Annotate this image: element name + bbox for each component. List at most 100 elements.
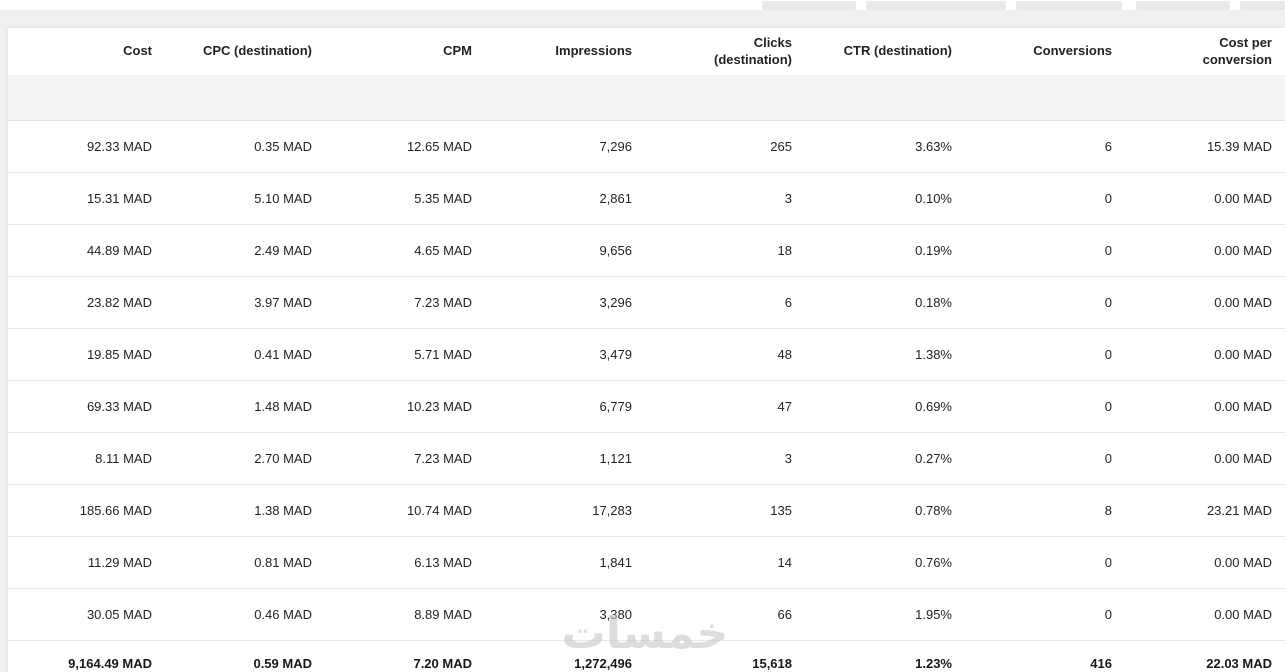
cell: 5.10 MAD xyxy=(168,172,328,225)
cell: 135 xyxy=(648,484,808,537)
total-cell: 1,272,496 xyxy=(488,639,648,672)
cell: 6,779 xyxy=(488,380,648,433)
cell: 0.46 MAD xyxy=(168,588,328,641)
column-header[interactable]: Conversions xyxy=(968,28,1128,75)
total-cell: 22.03 MAD xyxy=(1128,639,1285,672)
cell: 7.23 MAD xyxy=(328,276,488,329)
table-row[interactable]: 15.31 MAD 5.10 MAD 5.35 MAD 2,861 3 0.10% 0 0.0… xyxy=(8,172,1285,225)
cell: 2.70 MAD xyxy=(168,432,328,485)
cell: 0 xyxy=(968,432,1128,485)
cell: 1.38% xyxy=(808,328,968,381)
filter-band-cell xyxy=(488,75,648,121)
table-row[interactable]: 44.89 MAD 2.49 MAD 4.65 MAD 9,656 18 0.19% 0 0.… xyxy=(8,224,1285,277)
cell: 10.23 MAD xyxy=(328,380,488,433)
table-row[interactable]: 11.29 MAD 0.81 MAD 6.13 MAD 1,841 14 0.76% 0 0.… xyxy=(8,536,1285,589)
column-header-label: Cost per conversion xyxy=(1202,34,1272,67)
filter-band-cell xyxy=(168,75,328,121)
toolbar-button-fragment[interactable] xyxy=(1240,1,1285,10)
cell: 0.69% xyxy=(808,380,968,433)
cell: 12.65 MAD xyxy=(328,120,488,173)
table-body: 92.33 MAD 0.35 MAD 12.65 MAD 7,296 265 3.63% 6… xyxy=(8,120,1285,641)
cell: 15.39 MAD xyxy=(1128,120,1285,173)
cell: 3.97 MAD xyxy=(168,276,328,329)
filter-band-cell xyxy=(328,75,488,121)
metrics-table: Cost CPC (destination) CPM Impressions Click… xyxy=(8,28,1285,672)
cell: 0 xyxy=(968,224,1128,277)
toolbar-button-fragment[interactable] xyxy=(1136,1,1230,10)
cell: 8 xyxy=(968,484,1128,537)
cell: 15.31 MAD xyxy=(8,172,168,225)
filter-band-cell xyxy=(1128,75,1285,121)
column-header[interactable]: Cost xyxy=(8,28,168,75)
cell: 3 xyxy=(648,172,808,225)
cell: 0.00 MAD xyxy=(1128,588,1285,641)
table-row[interactable]: 69.33 MAD 1.48 MAD 10.23 MAD 6,779 47 0.69% 0 0… xyxy=(8,380,1285,433)
cell: 66 xyxy=(648,588,808,641)
cell: 8.11 MAD xyxy=(8,432,168,485)
cell: 0.00 MAD xyxy=(1128,172,1285,225)
cell: 23.21 MAD xyxy=(1128,484,1285,537)
cell: 23.82 MAD xyxy=(8,276,168,329)
table-row[interactable]: 8.11 MAD 2.70 MAD 7.23 MAD 1,121 3 0.27% 0 0.00… xyxy=(8,432,1285,485)
column-header[interactable]: CPM xyxy=(328,28,488,75)
column-header[interactable]: Cost per conversion xyxy=(1128,28,1285,75)
cell: 2.49 MAD xyxy=(168,224,328,277)
cell: 1.38 MAD xyxy=(168,484,328,537)
cell: 0 xyxy=(968,536,1128,589)
column-header-label: CTR (destination) xyxy=(843,43,952,59)
cell: 6 xyxy=(648,276,808,329)
cell: 0.00 MAD xyxy=(1128,432,1285,485)
cell: 0.18% xyxy=(808,276,968,329)
cell: 69.33 MAD xyxy=(8,380,168,433)
cell: 3,479 xyxy=(488,328,648,381)
cell: 14 xyxy=(648,536,808,589)
column-header-label: Clicks (destination) xyxy=(714,34,792,67)
cell: 265 xyxy=(648,120,808,173)
cell: 8.89 MAD xyxy=(328,588,488,641)
toolbar-button-fragment[interactable] xyxy=(1016,1,1122,10)
cell: 3,296 xyxy=(488,276,648,329)
table-row[interactable]: 19.85 MAD 0.41 MAD 5.71 MAD 3,479 48 1.38% 0 0.… xyxy=(8,328,1285,381)
column-header-label: Cost xyxy=(123,43,152,59)
cell: 0.19% xyxy=(808,224,968,277)
table-row[interactable]: 92.33 MAD 0.35 MAD 12.65 MAD 7,296 265 3.63% 6… xyxy=(8,120,1285,173)
cell: 3 xyxy=(648,432,808,485)
filter-band-cell xyxy=(648,75,808,121)
cell: 6.13 MAD xyxy=(328,536,488,589)
total-cell: 9,164.49 MAD xyxy=(8,639,168,672)
column-header[interactable]: CTR (destination) xyxy=(808,28,968,75)
cell: 6 xyxy=(968,120,1128,173)
table-row[interactable]: 30.05 MAD 0.46 MAD 8.89 MAD 3,380 66 1.95% 0 0.… xyxy=(8,588,1285,641)
cell: 0 xyxy=(968,276,1128,329)
cell: 5.71 MAD xyxy=(328,328,488,381)
column-header[interactable]: CPC (destination) xyxy=(168,28,328,75)
total-cell: 1.23% xyxy=(808,639,968,672)
cell: 0 xyxy=(968,172,1128,225)
total-row: 9,164.49 MAD 0.59 MAD 7.20 MAD 1,272,496 15,… xyxy=(8,639,1285,672)
cell: 0.81 MAD xyxy=(168,536,328,589)
total-cell: 7.20 MAD xyxy=(328,639,488,672)
table-row[interactable]: 23.82 MAD 3.97 MAD 7.23 MAD 3,296 6 0.18% 0 0.0… xyxy=(8,276,1285,329)
cell: 0.00 MAD xyxy=(1128,276,1285,329)
cell: 7.23 MAD xyxy=(328,432,488,485)
cell: 19.85 MAD xyxy=(8,328,168,381)
table-row[interactable]: 185.66 MAD 1.38 MAD 10.74 MAD 17,283 135 0.78… xyxy=(8,484,1285,537)
cell: 18 xyxy=(648,224,808,277)
cell: 0.27% xyxy=(808,432,968,485)
cell: 0.41 MAD xyxy=(168,328,328,381)
toolbar-button-fragment[interactable] xyxy=(762,1,856,10)
filter-band-row xyxy=(8,75,1285,121)
metrics-table-card: Cost CPC (destination) CPM Impressions Click… xyxy=(8,28,1285,672)
column-header[interactable]: Clicks (destination) xyxy=(648,28,808,75)
cell: 5.35 MAD xyxy=(328,172,488,225)
cell: 185.66 MAD xyxy=(8,484,168,537)
toolbar-button-fragment[interactable] xyxy=(866,1,1006,10)
total-cell: 15,618 xyxy=(648,639,808,672)
cell: 3.63% xyxy=(808,120,968,173)
column-header[interactable]: Impressions xyxy=(488,28,648,75)
cell: 0.76% xyxy=(808,536,968,589)
top-toolbar-strip xyxy=(0,0,1285,10)
cell: 1.95% xyxy=(808,588,968,641)
cell: 7,296 xyxy=(488,120,648,173)
cell: 10.74 MAD xyxy=(328,484,488,537)
